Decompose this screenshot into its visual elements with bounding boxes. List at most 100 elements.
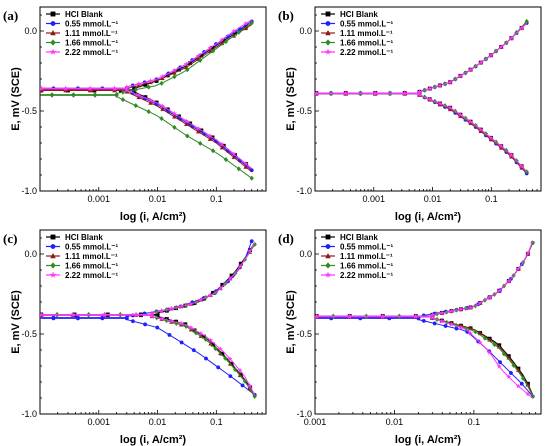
data-point (508, 152, 515, 158)
data-point (136, 94, 141, 100)
legend-label: HCl Blank (340, 233, 378, 242)
data-point (207, 45, 213, 51)
data-point (498, 143, 504, 149)
data-point (100, 316, 105, 321)
y-tick-label: -1.0 (21, 186, 37, 196)
data-point (429, 315, 436, 321)
data-point (87, 86, 93, 92)
data-point (179, 340, 184, 345)
data-point (49, 92, 55, 98)
cathodic-line (316, 317, 534, 397)
series-5 (40, 19, 253, 169)
cathodic-line (41, 90, 253, 173)
legend-marker (324, 271, 332, 278)
x-tick-label: 0.1 (468, 417, 481, 427)
data-point (427, 85, 433, 91)
cathodic-markers (329, 91, 529, 176)
data-point (236, 29, 242, 35)
data-point (478, 59, 484, 65)
legend-marker (50, 234, 56, 240)
data-point (237, 263, 243, 269)
legend-marker (324, 48, 332, 55)
data-point (501, 351, 507, 357)
data-point (216, 365, 221, 370)
data-point (133, 103, 138, 109)
data-point (439, 318, 445, 324)
data-point (184, 121, 189, 127)
data-point (416, 92, 423, 98)
data-point (506, 278, 512, 284)
cathodic-line (316, 93, 528, 173)
legend-label: HCl Blank (65, 233, 103, 242)
cathodic-line (41, 94, 253, 179)
data-point (249, 20, 254, 26)
data-point (252, 241, 257, 247)
data-point (185, 67, 190, 73)
data-point (223, 39, 229, 45)
x-axis-label: log (i, A/cm²) (395, 434, 462, 446)
data-point (252, 393, 257, 399)
plot-area (315, 240, 535, 399)
data-point (437, 82, 443, 88)
x-tick-label: 0.1 (210, 417, 223, 427)
data-point (457, 111, 464, 118)
y-tick-label: 0.0 (299, 26, 312, 36)
data-point (437, 100, 443, 106)
y-tick-label: -1.0 (296, 186, 312, 196)
data-point (185, 133, 190, 139)
data-point (207, 292, 214, 298)
data-point (148, 100, 153, 105)
panel-c: 0.001 0.01 0.1 0.0 -0.5 -1.0 log (i, A/cm²) E, … (3, 229, 267, 446)
panel-label: (c) (3, 231, 17, 246)
legend-marker (50, 29, 56, 36)
data-point (443, 324, 448, 328)
cathodic-line (316, 316, 534, 396)
cathodic-line (316, 316, 534, 397)
data-point (71, 92, 76, 98)
legend-marker (50, 262, 56, 269)
legend-label: 2.22 mmol.L⁻¹ (65, 48, 118, 57)
data-point (467, 66, 474, 72)
data-point (207, 337, 214, 343)
data-point (40, 86, 44, 92)
x-tick-label: 0.01 (149, 417, 167, 427)
panel-label: (d) (278, 231, 294, 246)
data-point (219, 145, 225, 150)
x-tick-label: 0.001 (88, 194, 111, 204)
data-point (518, 25, 525, 31)
anodic-line (316, 241, 534, 317)
data-point (183, 61, 189, 67)
data-point (511, 362, 516, 368)
legend-label: 2.22 mmol.L⁻¹ (65, 271, 118, 280)
legend-label: 1.11 mmol.L⁻¹ (340, 29, 393, 38)
legend-label: 1.66 mmol.L⁻¹ (65, 39, 118, 48)
panel-b: 0.001 0.01 0.1 0.0 -0.5 -1.0 log (i, A/cm²) E, … (278, 6, 542, 223)
data-point (191, 348, 196, 353)
data-point (315, 90, 319, 96)
data-point (114, 92, 119, 98)
legend-label: 1.11 mmol.L⁻¹ (65, 29, 118, 38)
data-point (372, 90, 378, 96)
y-tick-label: 0.0 (24, 249, 37, 259)
x-tick-label: 0.001 (304, 417, 327, 427)
cathodic-markers (315, 90, 525, 169)
data-point (195, 53, 201, 59)
data-point (168, 318, 175, 324)
data-point (204, 356, 208, 361)
data-point (506, 374, 512, 380)
cathodic-line (316, 93, 528, 173)
data-point (188, 301, 194, 307)
data-point (63, 86, 69, 92)
data-point (247, 248, 253, 254)
data-point (210, 48, 216, 54)
cathodic-markers (40, 86, 249, 167)
plot-frame (314, 229, 542, 415)
legend-label: 2.22 mmol.L⁻¹ (340, 271, 393, 280)
data-point (232, 366, 238, 373)
data-point (242, 378, 248, 384)
data-point (143, 322, 148, 327)
legend-label: 1.11 mmol.L⁻¹ (65, 252, 118, 261)
